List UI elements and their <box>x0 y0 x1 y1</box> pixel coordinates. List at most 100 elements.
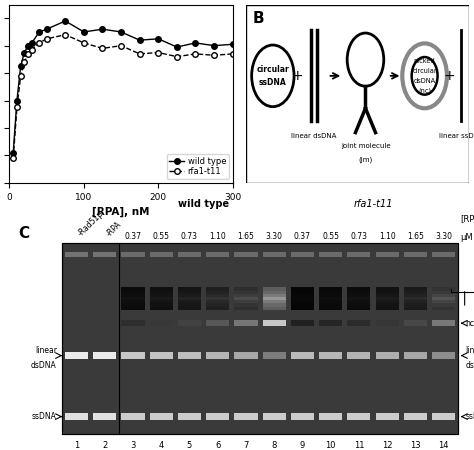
Bar <box>178 297 201 300</box>
Text: (nc): (nc) <box>418 87 431 94</box>
wild type <box>29 40 35 45</box>
Bar <box>432 320 455 326</box>
rfa1-t11 <box>100 46 105 51</box>
Bar <box>404 287 427 291</box>
Bar <box>432 297 455 300</box>
Bar <box>347 290 371 294</box>
wild type <box>118 29 124 35</box>
Text: dsDNA: dsDNA <box>465 361 474 370</box>
Bar <box>206 287 229 291</box>
Bar <box>432 252 455 257</box>
Bar <box>150 300 173 303</box>
Bar <box>150 352 173 359</box>
Bar <box>206 293 229 297</box>
Text: 5: 5 <box>187 441 192 450</box>
Bar <box>291 293 314 297</box>
Bar <box>178 293 201 297</box>
Bar <box>234 300 257 303</box>
Bar <box>121 306 145 310</box>
Bar <box>206 300 229 303</box>
Text: 13: 13 <box>410 441 421 450</box>
wild type <box>192 40 198 45</box>
Bar <box>263 300 286 303</box>
Text: 3: 3 <box>130 441 136 450</box>
Bar <box>263 413 286 420</box>
Text: nicked: nicked <box>414 58 436 64</box>
Bar <box>263 252 286 257</box>
Text: 4: 4 <box>159 441 164 450</box>
rfa1-t11 <box>36 40 42 45</box>
Bar <box>319 287 342 291</box>
Text: +: + <box>443 69 455 83</box>
Text: 1.65: 1.65 <box>237 232 255 241</box>
Text: 0.55: 0.55 <box>322 232 339 241</box>
Bar <box>150 293 173 297</box>
Text: 1.10: 1.10 <box>210 232 226 241</box>
wild type <box>137 37 143 43</box>
Bar <box>404 297 427 300</box>
Bar <box>291 352 314 359</box>
Text: 12: 12 <box>382 441 392 450</box>
Bar <box>319 252 342 257</box>
Bar <box>206 303 229 306</box>
Bar <box>178 352 201 359</box>
Text: ssDNA: ssDNA <box>32 412 57 421</box>
Bar <box>375 293 399 297</box>
Bar <box>347 252 371 257</box>
Bar <box>263 320 286 326</box>
Bar <box>178 413 201 420</box>
Bar <box>206 413 229 420</box>
Bar <box>206 320 229 326</box>
rfa1-t11 <box>155 50 161 55</box>
rfa1-t11 <box>211 53 217 58</box>
wild type <box>81 29 87 35</box>
Bar <box>263 290 286 294</box>
Bar <box>63 243 458 434</box>
Text: 3.30: 3.30 <box>435 232 452 241</box>
Bar <box>432 306 455 310</box>
Bar <box>375 352 399 359</box>
wild type <box>18 63 24 69</box>
Text: 0.37: 0.37 <box>294 232 311 241</box>
Text: linear: linear <box>35 346 57 355</box>
Text: (jm): (jm) <box>358 156 373 163</box>
Bar <box>347 300 371 303</box>
Text: 0.73: 0.73 <box>350 232 367 241</box>
Bar <box>234 303 257 306</box>
Text: 11: 11 <box>354 441 364 450</box>
Text: 14: 14 <box>438 441 449 450</box>
Text: [RPA]: [RPA] <box>460 214 474 223</box>
Text: dsDNA: dsDNA <box>31 361 57 370</box>
Bar <box>319 297 342 300</box>
Bar <box>263 293 286 297</box>
Bar <box>375 297 399 300</box>
Bar <box>150 297 173 300</box>
rfa1-t11 <box>14 105 20 110</box>
Bar <box>347 303 371 306</box>
Bar <box>404 413 427 420</box>
Text: 10: 10 <box>326 441 336 450</box>
Bar <box>65 352 88 359</box>
Bar <box>93 252 116 257</box>
Bar <box>291 303 314 306</box>
Text: joint molecule: joint molecule <box>341 143 390 148</box>
Text: 7: 7 <box>243 441 249 450</box>
Bar <box>206 252 229 257</box>
Bar <box>375 290 399 294</box>
rfa1-t11 <box>81 40 87 45</box>
Legend: wild type, rfa1-t11: wild type, rfa1-t11 <box>167 154 228 179</box>
Bar <box>234 297 257 300</box>
rfa1-t11 <box>174 54 180 59</box>
rfa1-t11 <box>29 47 35 53</box>
Bar <box>150 306 173 310</box>
Bar <box>432 300 455 303</box>
Bar <box>319 413 342 420</box>
Text: 0.37: 0.37 <box>125 232 141 241</box>
Bar <box>404 352 427 359</box>
rfa1-t11 <box>192 51 198 57</box>
Bar <box>234 252 257 257</box>
Text: circular: circular <box>256 65 289 74</box>
Bar <box>291 413 314 420</box>
Bar <box>178 306 201 310</box>
Bar <box>178 303 201 306</box>
